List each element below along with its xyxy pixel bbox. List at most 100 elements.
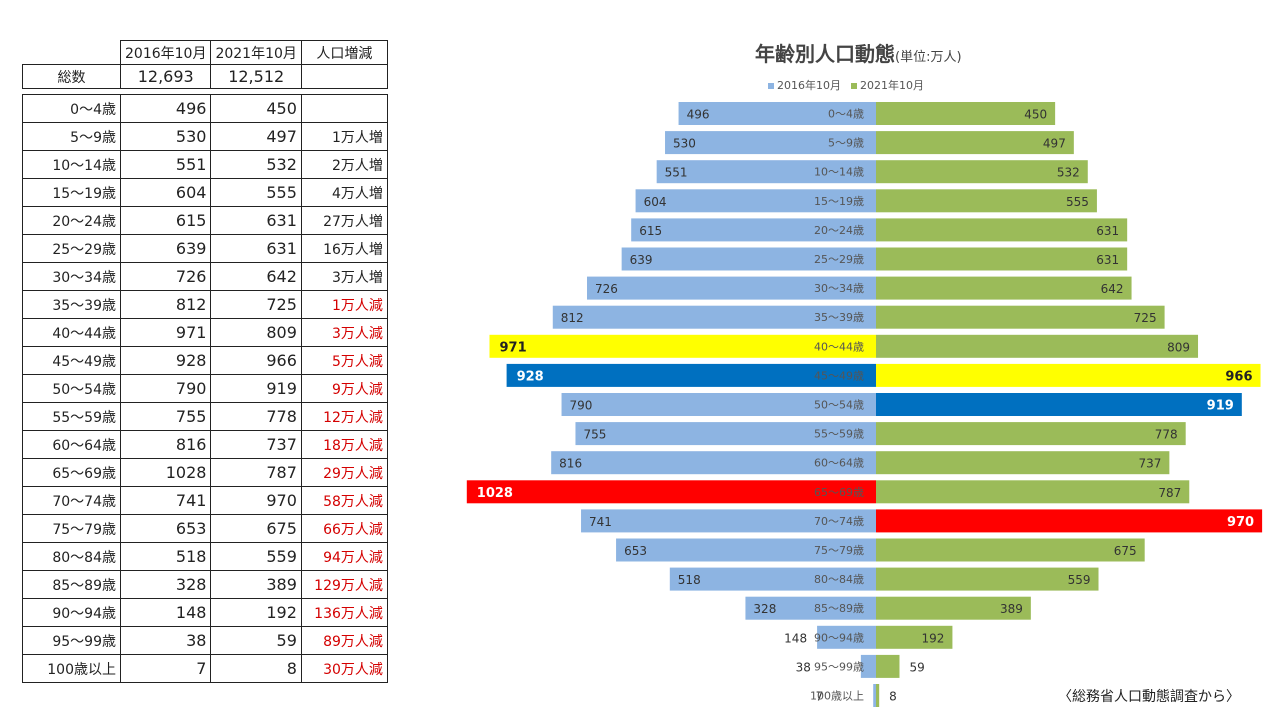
data-label-2021: 8 [889, 690, 897, 704]
category-label: 25～29歳 [814, 253, 864, 266]
value-2016-cell: 328 [119, 570, 212, 599]
value-2021-cell: 555 [210, 178, 302, 207]
value-2021-cell: 8 [210, 654, 302, 683]
data-label-2021: 737 [1138, 457, 1161, 471]
category-label: 10～14歳 [814, 166, 864, 179]
table-row: 55～59歳 755 778 12万人減 [22, 402, 388, 431]
age-group-cell: 35～39歳 [22, 290, 121, 319]
bar-2021 [876, 480, 1190, 504]
data-label-2016: 928 [517, 369, 544, 384]
age-group-cell: 85～89歳 [22, 570, 121, 599]
bar-2016 [552, 305, 876, 329]
value-2016-cell: 530 [119, 122, 212, 151]
data-label-2016: 790 [570, 399, 593, 413]
bar-2021 [876, 625, 953, 649]
category-label: 80～84歳 [814, 573, 864, 586]
bar-2021 [876, 247, 1128, 271]
total-label: 総数 [22, 64, 121, 89]
bar-2016 [581, 509, 876, 533]
bar-2016 [616, 538, 876, 562]
category-label: 70～74歳 [814, 515, 864, 528]
data-label-2021: 631 [1096, 224, 1119, 238]
header-cell [22, 40, 121, 65]
change-cell: 27万人増 [300, 206, 388, 235]
age-group-cell: 40～44歳 [22, 318, 121, 347]
bar-2016 [860, 654, 876, 678]
change-cell: 129万人減 [300, 570, 388, 599]
data-label-2016: 639 [630, 253, 653, 267]
age-group-cell: 20～24歳 [22, 206, 121, 235]
age-group-cell: 70～74歳 [22, 486, 121, 515]
bar-2021 [876, 131, 1074, 155]
data-label-2021: 778 [1155, 428, 1178, 442]
value-2021-cell: 675 [210, 514, 302, 543]
value-2016-cell: 928 [119, 346, 212, 375]
data-label-2021: 675 [1114, 544, 1137, 558]
data-label-2016: 604 [644, 195, 667, 209]
category-label: 30～34歳 [814, 282, 864, 295]
table-row: 10～14歳 551 532 2万人増 [22, 150, 388, 179]
age-group-cell: 5～9歳 [22, 122, 121, 151]
chart-legend: 2016年10月 2021年10月 [768, 77, 924, 93]
value-2021-cell: 642 [210, 262, 302, 291]
value-2016-cell: 816 [119, 430, 212, 459]
bar-2021 [876, 654, 900, 678]
header-cell: 2021年10月 [210, 40, 302, 65]
age-group-cell: 25～29歳 [22, 234, 121, 263]
header-cell: 人口増減 [300, 40, 388, 65]
bar-2021 [876, 509, 1263, 533]
bar-2021 [876, 102, 1056, 125]
change-cell: 29万人減 [300, 458, 388, 487]
bar-2016 [678, 102, 876, 125]
age-group-cell: 15～19歳 [22, 178, 121, 207]
value-2021-cell: 809 [210, 318, 302, 347]
data-label-2021: 450 [1024, 108, 1047, 122]
bar-2021 [876, 538, 1145, 562]
age-group-cell: 60～64歳 [22, 430, 121, 459]
age-group-cell: 75～79歳 [22, 514, 121, 543]
category-label: 90～94歳 [814, 631, 864, 644]
total-row: 総数 12,693 12,512 [22, 64, 388, 89]
total-2016: 12,693 [119, 64, 212, 89]
value-2016-cell: 604 [119, 178, 212, 207]
age-group-cell: 100歳以上 [22, 654, 121, 683]
bar-2016 [656, 160, 876, 184]
data-label-2016: 328 [753, 602, 776, 616]
value-2021-cell: 787 [210, 458, 302, 487]
value-2016-cell: 148 [119, 598, 212, 627]
table-row: 30～34歳 726 642 3万人増 [22, 262, 388, 291]
change-cell: 1万人減 [300, 290, 388, 319]
bar-2016 [669, 567, 876, 591]
data-label-2016: 653 [624, 544, 647, 558]
value-2016-cell: 551 [119, 150, 212, 179]
change-cell: 16万人増 [300, 234, 388, 263]
table-row: 85～89歳 328 389 129万人減 [22, 570, 388, 599]
bar-2021 [876, 596, 1031, 620]
change-cell: 2万人増 [300, 150, 388, 179]
data-label-2021: 497 [1043, 137, 1066, 151]
value-2021-cell: 192 [210, 598, 302, 627]
legend-item-2016: 2016年10月 [768, 77, 841, 93]
change-cell: 9万人減 [300, 374, 388, 403]
data-label-2016: 755 [583, 428, 606, 442]
bar-2021 [876, 276, 1132, 300]
change-cell: 4万人増 [300, 178, 388, 207]
change-cell: 66万人減 [300, 514, 388, 543]
bar-2021 [876, 363, 1261, 387]
data-label-2016: 726 [595, 282, 618, 296]
change-cell: 30万人減 [300, 654, 388, 683]
value-2021-cell: 532 [210, 150, 302, 179]
bar-2016 [631, 218, 876, 242]
data-label-2016: 816 [559, 457, 582, 471]
value-2016-cell: 639 [119, 234, 212, 263]
table-row: 15～19歳 604 555 4万人増 [22, 178, 388, 207]
age-group-cell: 55～59歳 [22, 402, 121, 431]
value-2021-cell: 559 [210, 542, 302, 571]
table-row: 50～54歳 790 919 9万人減 [22, 374, 388, 403]
value-2016-cell: 971 [119, 318, 212, 347]
value-2021-cell: 919 [210, 374, 302, 403]
category-label: 55～59歳 [814, 428, 864, 441]
age-group-cell: 50～54歳 [22, 374, 121, 403]
table-row: 45～49歳 928 966 5万人減 [22, 346, 388, 375]
category-label: 20～24歳 [814, 224, 864, 237]
